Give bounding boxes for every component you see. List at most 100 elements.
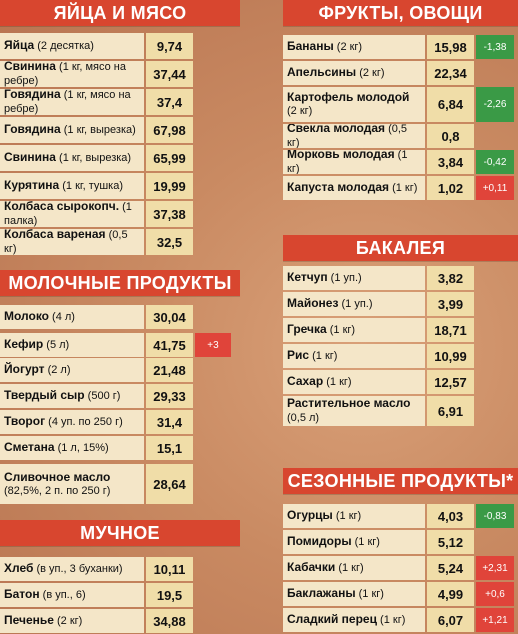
product-price: 5,24 [427,556,474,580]
product-qty: (4 уп. по 250 г) [45,416,123,428]
price-row-fruits: Бананы (2 кг) 15,98 -1,38 [283,35,514,59]
product-qty: (1 кг, мясо на ребре) [4,61,126,87]
price-row-grocery: Сахар (1 кг) 12,57 [283,370,474,394]
product-qty: (2 десятка) [34,40,94,52]
product-qty: (1 л, 15%) [54,442,109,454]
price-row-flour: Батон (в уп., 6) 19,5 [0,583,193,607]
product-price: 10,11 [146,557,193,581]
product-qty: (0,5 л) [287,412,320,424]
section-title-dairy: МОЛОЧНЫЕ ПРОДУКТЫ [0,270,240,296]
product-qty: (82,5%, 2 п. по 250 г) [4,484,111,497]
product-title: Свекла молодая [287,124,386,135]
product-title: Хлеб [4,561,34,575]
product-qty: (5 л) [43,339,70,351]
section-title-fruits: ФРУКТЫ, ОВОЩИ [283,0,518,26]
product-title: Курятина [4,178,60,192]
price-row-meat: Говядина (1 кг, мясо на ребре) 37,4 [0,89,193,115]
product-price: 3,99 [427,292,474,316]
product-qty: (1 кг) [326,324,356,336]
product-name: Баклажаны (1 кг) [283,582,425,606]
product-qty: (1 кг) [309,350,338,362]
product-name: Кабачки (1 кг) [283,556,425,580]
product-name: Твердый сыр (500 г) [0,384,144,408]
price-row-meat: Колбаса вареная (0,5 кг) 32,5 [0,229,193,255]
price-change-badge: +0,6 [476,582,514,606]
product-price: 19,99 [146,173,193,199]
product-title: Твердый сыр [4,388,85,402]
section-title-seasonal: СЕЗОННЫЕ ПРОДУКТЫ* [283,468,518,494]
product-price: 3,82 [427,266,474,290]
product-price: 0,8 [427,124,474,148]
product-name: Сметана (1 л, 15%) [0,436,144,460]
product-title: Капуста молодая [287,180,390,194]
product-title: Свинина [4,61,56,73]
product-price: 32,5 [146,229,193,255]
product-title: Свинина [4,150,56,164]
product-name: Апельсины (2 кг) [283,61,425,85]
product-title: Кабачки [287,560,336,574]
product-title: Морковь молодая [287,150,395,161]
product-name: Колбаса вареная (0,5 кг) [0,229,144,255]
product-name: Сладкий перец (1 кг) [283,608,425,632]
product-price: 15,98 [427,35,474,59]
product-price: 28,64 [146,464,193,504]
price-row-grocery: Рис (1 кг) 10,99 [283,344,474,368]
product-title: Молоко [4,309,49,323]
product-title: Творог [4,414,46,428]
product-qty: (2 кг) [287,105,313,117]
product-qty: (в уп., 6) [39,589,86,601]
product-title: Батон [4,587,40,601]
product-title: Растительное масло [287,396,411,410]
price-row-grocery: Гречка (1 кг) 18,71 [283,318,474,342]
product-name: Помидоры (1 кг) [283,530,425,554]
product-price: 10,99 [427,344,474,368]
product-price: 6,91 [427,396,474,426]
product-name: Растительное масло (0,5 л) [283,396,425,426]
product-price: 3,84 [427,150,474,174]
product-qty: (1 кг, тушка) [59,180,124,192]
price-row-dairy: Творог (4 уп. по 250 г) 31,4 [0,410,193,434]
product-title: Сахар [287,374,324,388]
product-price: 37,4 [146,89,193,115]
product-qty: (2 л) [44,364,71,376]
product-title: Говядина [4,122,61,136]
product-price: 67,98 [146,117,193,143]
product-title: Печенье [4,613,54,627]
product-title: Колбаса вареная [4,229,106,241]
price-row-meat: Курятина (1 кг, тушка) 19,99 [0,173,193,199]
product-price: 15,1 [146,436,193,460]
price-row-dairy: Твердый сыр (500 г) 29,33 [0,384,193,408]
product-name: Батон (в уп., 6) [0,583,144,607]
product-qty: (1 кг) [355,588,384,600]
product-title: Майонез [287,296,339,310]
product-price: 41,75 [146,333,193,357]
section-title-grocery: БАКАЛЕЯ [283,235,518,261]
product-name: Сливочное масло (82,5%, 2 п. по 250 г) [0,464,144,504]
product-price: 29,33 [146,384,193,408]
product-name: Йогурт (2 л) [0,358,144,382]
product-price: 1,02 [427,176,474,200]
product-qty: (500 г) [84,390,121,402]
product-qty: (1 кг, вырезка) [55,152,132,164]
section-title-flour: МУЧНОЕ [0,520,240,546]
price-change-badge: +0,11 [476,176,514,200]
product-name: Яйца (2 десятка) [0,33,144,59]
product-price: 19,5 [146,583,193,607]
product-qty: (2 кг) [333,41,363,53]
product-title: Баклажаны [287,586,356,600]
price-row-fruits: Морковь молодая (1 кг) 3,84 -0,42 [283,150,514,174]
product-name: Кефир (5 л) [0,333,144,357]
product-name: Морковь молодая (1 кг) [283,150,425,174]
product-name: Молоко (4 л) [0,305,144,329]
price-row-meat: Говядина (1 кг, вырезка) 67,98 [0,117,193,143]
product-name: Колбаса сырокопч. (1 палка) [0,201,144,227]
price-row-seasonal: Сладкий перец (1 кг) 6,07 +1,21 [283,608,514,632]
price-change-badge: -0,42 [476,150,514,174]
product-qty: (1 кг) [335,562,364,574]
product-name: Свинина (1 кг, вырезка) [0,145,144,171]
product-title: Бананы [287,39,334,53]
product-qty: (1 уп.) [338,298,373,310]
price-row-dairy: Молоко (4 л) 30,04 [0,305,193,329]
product-title: Огурцы [287,508,333,522]
product-qty: (1 палка) [4,201,132,227]
